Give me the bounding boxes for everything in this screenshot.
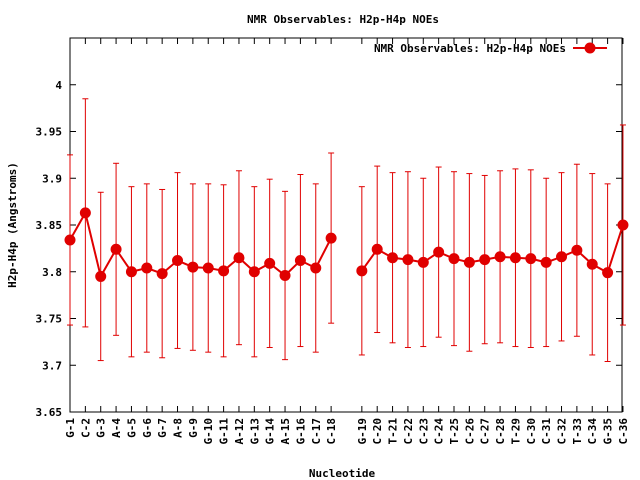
x-tick-label: G-10 [202, 418, 215, 445]
x-tick-label: G-14 [264, 418, 277, 445]
x-tick-label: G-1 [64, 418, 77, 438]
x-tick-label: G-5 [125, 418, 138, 438]
chart-title: NMR Observables: H2p-H4p NOEs [247, 13, 439, 26]
x-tick-label: C-31 [540, 418, 553, 445]
data-point [371, 243, 383, 255]
x-tick-label: A-15 [279, 418, 292, 445]
x-tick-label: C-20 [371, 418, 384, 445]
data-point [356, 265, 368, 277]
data-point [64, 234, 76, 246]
data-point [417, 256, 429, 268]
x-tick-label: C-2 [79, 418, 92, 438]
x-axis-label: Nucleotide [309, 467, 376, 480]
data-point [110, 243, 122, 255]
data-point [218, 265, 230, 277]
x-tick-label: G-3 [95, 418, 108, 438]
x-tick-label: C-24 [433, 418, 446, 445]
data-point [233, 252, 245, 264]
data-point [294, 255, 306, 267]
x-tick-label: C-34 [586, 418, 599, 445]
x-tick-label: C-30 [525, 418, 538, 445]
x-tick-label: C-26 [463, 418, 476, 445]
x-tick-label: G-13 [248, 418, 261, 445]
plot-frame [69, 37, 623, 413]
x-tick-label: G-6 [141, 418, 154, 438]
series-line [361, 224, 624, 275]
data-point [156, 268, 168, 280]
x-tick-label: C-22 [402, 418, 415, 445]
data-point [310, 262, 322, 274]
y-tick-label: 3.65 [36, 406, 63, 419]
x-tick-label: C-32 [556, 418, 569, 445]
data-point [586, 258, 598, 270]
data-point [172, 255, 184, 267]
y-tick-label: 3.7 [42, 359, 62, 372]
data-point [264, 257, 276, 269]
x-tick-label: T-33 [571, 418, 584, 445]
x-tick-label: A-4 [110, 418, 123, 438]
data-point [556, 251, 568, 263]
y-tick-label: 3.8 [42, 266, 62, 279]
data-point [509, 252, 521, 264]
x-tick-label: C-36 [617, 418, 630, 445]
x-tick-label: T-29 [509, 418, 522, 445]
x-tick-label: G-16 [294, 418, 307, 445]
data-point [202, 262, 214, 274]
x-tick-label: G-19 [356, 418, 369, 445]
data-point [463, 256, 475, 268]
data-point [325, 232, 337, 244]
legend: NMR Observables: H2p-H4p NOEs [374, 42, 607, 55]
data-point [571, 244, 583, 256]
x-tick-label: C-28 [494, 418, 507, 445]
data-point [479, 254, 491, 266]
x-tick-label: G-9 [187, 418, 200, 438]
x-tick-label: T-21 [387, 418, 400, 445]
y-tick-label: 3.95 [36, 126, 63, 139]
y-tick-label: 3.85 [36, 219, 63, 232]
data-point [125, 266, 137, 278]
data-point [602, 267, 614, 279]
x-tick-label: G-11 [218, 418, 231, 445]
x-tick-label: G-7 [156, 418, 169, 438]
x-tick-label: C-27 [479, 418, 492, 445]
y-tick-label: 3.9 [42, 172, 62, 185]
data-point [187, 261, 199, 273]
data-point [402, 254, 414, 266]
legend-label: NMR Observables: H2p-H4p NOEs [374, 42, 566, 55]
data-point [141, 262, 153, 274]
data-point [248, 266, 260, 278]
series-line [69, 210, 333, 280]
data-point [540, 256, 552, 268]
y-tick-label: 4 [55, 79, 62, 92]
data-point [525, 253, 537, 265]
data-point [95, 270, 107, 282]
x-tick-label: A-12 [233, 418, 246, 445]
y-tick-label: 3.75 [36, 313, 63, 326]
data-point [433, 246, 445, 258]
data-point [387, 252, 399, 264]
legend-marker-sample [584, 42, 596, 54]
y-axis-label: H2p-H4p (Angstroms) [6, 162, 19, 288]
x-tick-label: C-18 [325, 418, 338, 445]
data-point [279, 269, 291, 281]
x-tick-label: G-35 [602, 418, 615, 445]
data-point [617, 219, 629, 231]
x-tick-label: A-8 [172, 418, 185, 438]
data-point [448, 253, 460, 265]
data-point [494, 251, 506, 263]
x-tick-label: C-23 [417, 418, 430, 445]
x-tick-label: T-25 [448, 418, 461, 445]
data-point [79, 207, 91, 219]
x-tick-label: C-17 [310, 418, 323, 445]
